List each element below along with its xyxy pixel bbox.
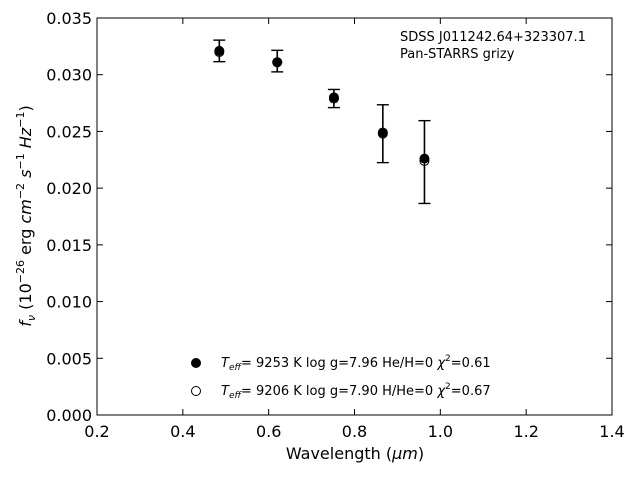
y-label-s: s [16, 170, 35, 178]
legend-2-t: T [221, 384, 230, 399]
y-label-erg: erg [16, 224, 35, 260]
data-point-open [377, 128, 388, 139]
y-label-cm: cm [16, 199, 35, 223]
legend-1-chi: =0.61 [451, 356, 491, 371]
legend-1-comp: He/H=0 [382, 356, 433, 371]
y-tick-label: 0.010 [46, 293, 92, 312]
legend-1-teff: 9253 K [256, 356, 302, 371]
x-tick-label: 0.6 [256, 422, 281, 441]
y-axis-label: fν (10−26 erg cm−2 s−1 Hz−1) [14, 105, 38, 326]
legend-marker-filled [191, 358, 201, 368]
legend-entry-2: Teff= 9206 K log g=7.90 H/He=0 χ2=0.67 [221, 382, 491, 401]
y-tick-label: 0.035 [46, 9, 92, 28]
x-tick-label: 1.4 [599, 422, 624, 441]
y-tick-label: 0.005 [46, 349, 92, 368]
legend-2-teff: 9206 K [256, 384, 302, 399]
x-tick-label: 1.2 [513, 422, 538, 441]
legend-2-chi-exp: 2 [445, 382, 451, 392]
y-label-hz: Hz [16, 127, 35, 148]
x-axis-label-end: ) [418, 444, 424, 463]
x-axis-label-main: Wavelength ( [286, 444, 392, 463]
legend-2-eq: = [241, 384, 256, 399]
y-label-close: ) [16, 105, 35, 111]
legend-1-t: T [221, 356, 230, 371]
data-point-open [214, 47, 225, 58]
x-tick-label: 0.4 [170, 422, 195, 441]
y-tick-label: 0.000 [46, 406, 92, 425]
data-point-open [272, 57, 283, 68]
legend-1-logg: log g=7.96 [306, 356, 378, 371]
data-point-filled [419, 153, 430, 164]
y-label-exp2: −2 [14, 183, 27, 199]
legend-marker-open [191, 386, 201, 396]
x-axis-label-unit: μm [391, 444, 418, 463]
annotation-line-2: Pan-STARRS grizy [400, 47, 515, 62]
x-axis-label: Wavelength (μm) [286, 444, 424, 463]
legend-1-eff: eff [229, 363, 243, 373]
x-tick-label: 0.2 [84, 422, 109, 441]
legend-2-comp: H/He=0 [382, 384, 433, 399]
y-label-open: (10 [16, 283, 35, 315]
y-tick-label: 0.020 [46, 179, 92, 198]
legend-1-chi-sym: χ [436, 356, 446, 371]
legend-1-eq: = [241, 356, 256, 371]
ticks-layer: 0.2 0.4 0.6 0.8 1.0 1.2 1.4 0.000 0.005 0.010 0.01… [46, 9, 625, 441]
legend-2-eff: eff [229, 391, 243, 401]
y-label-exp3: −1 [14, 153, 27, 169]
y-label-nu: ν [25, 315, 38, 321]
legend-2-chi-sym: χ [436, 384, 446, 399]
x-tick-label: 0.8 [342, 422, 367, 441]
x-tick-label: 1.0 [428, 422, 453, 441]
legend: Teff= 9253 K log g=7.96 He/H=0 χ2=0.61 T… [191, 354, 491, 401]
legend-2-chi: =0.67 [451, 384, 491, 399]
y-tick-label: 0.015 [46, 236, 92, 255]
plot-layer [213, 39, 431, 205]
y-label-exp1: −26 [14, 260, 27, 283]
legend-1-chi-exp: 2 [445, 354, 451, 364]
data-point-open [419, 155, 430, 166]
y-label-exp4: −1 [14, 112, 27, 128]
legend-2-logg: log g=7.90 [306, 384, 378, 399]
y-label-f: f [16, 319, 35, 327]
legend-entry-1: Teff= 9253 K log g=7.96 He/H=0 χ2=0.61 [221, 354, 491, 373]
y-tick-label: 0.030 [46, 66, 92, 85]
annotation-line-1: SDSS J011242.64+323307.1 [400, 30, 586, 45]
data-point-open [328, 93, 339, 104]
y-tick-label: 0.025 [46, 122, 92, 141]
